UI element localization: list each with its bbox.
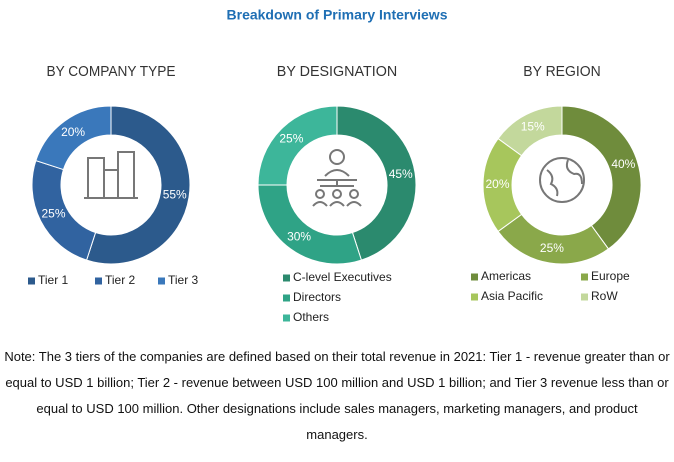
donut-segment: [257, 184, 363, 265]
value-label: 25%: [279, 132, 303, 146]
value-label: 30%: [287, 229, 311, 243]
donut-segment: [257, 105, 338, 186]
legend-swatch: [283, 314, 290, 322]
legend-swatch: [158, 277, 165, 285]
value-label: 20%: [485, 177, 509, 191]
legend-swatch: [283, 274, 290, 282]
globe-icon: [539, 157, 585, 203]
chart-title: Breakdown of Primary Interviews: [227, 7, 448, 23]
legend-swatch: [283, 294, 290, 302]
value-label: 25%: [540, 241, 564, 255]
legend-label: RoW: [591, 289, 618, 303]
legend-label: Tier 3: [168, 273, 199, 287]
value-label: 15%: [521, 120, 545, 134]
donut-segment: [561, 105, 642, 250]
legend-label: Asia Pacific: [481, 289, 543, 303]
legend-label: Europe: [591, 269, 630, 283]
donut-segment: [85, 105, 191, 265]
subtitle: BY REGION: [523, 63, 600, 80]
people-icon: [312, 149, 362, 207]
donut-segment: [35, 105, 112, 171]
legend-label: Americas: [481, 269, 531, 283]
value-label: 25%: [42, 206, 66, 220]
icons: [84, 149, 585, 207]
value-label: 20%: [61, 125, 85, 139]
value-label: 40%: [611, 157, 635, 171]
building-icon: [84, 151, 138, 199]
value-label: 45%: [389, 167, 413, 181]
subtitle: BY DESIGNATION: [277, 63, 397, 80]
subtitle: BY COMPANY TYPE: [47, 63, 176, 80]
donut-segment: [497, 105, 563, 157]
legend-swatch: [581, 293, 588, 301]
legend-label: Directors: [293, 290, 341, 304]
donut-segment: [336, 105, 417, 261]
note: Note: The 3 tiers of the companies are d…: [4, 349, 670, 442]
donut-segment: [497, 213, 610, 265]
legend-label: Tier 2: [105, 273, 136, 287]
legend-label: C-level Executives: [293, 270, 392, 284]
legend-swatch: [28, 277, 35, 285]
legend-label: Tier 1: [38, 273, 69, 287]
legend-label: Others: [293, 310, 329, 324]
value-label: 55%: [163, 187, 187, 201]
legend-swatch: [95, 277, 102, 285]
legend-swatch: [471, 273, 478, 281]
legend-swatch: [471, 293, 478, 301]
legend-swatch: [581, 273, 588, 281]
